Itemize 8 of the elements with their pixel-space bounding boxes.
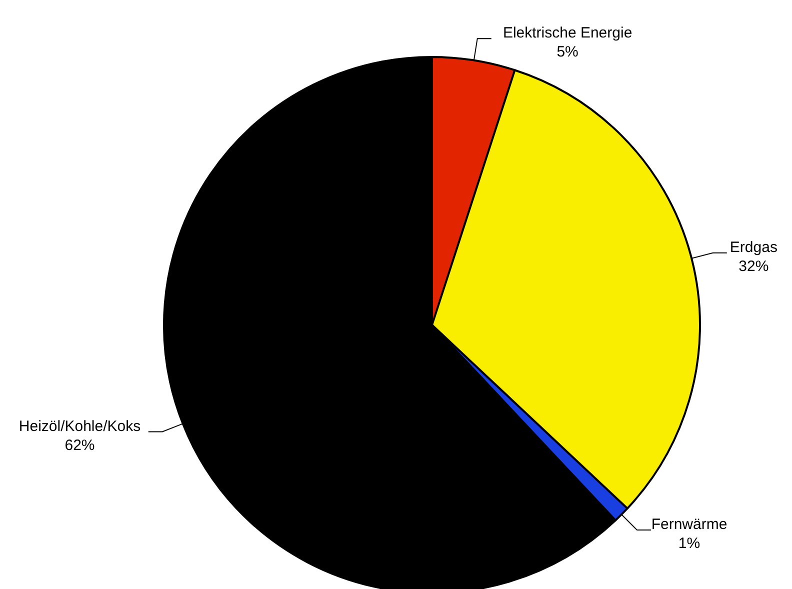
data-label: 62%: [64, 436, 95, 454]
slice-label: Elektrische Energie: [502, 24, 632, 42]
slice-label: Fernwärme: [651, 516, 728, 534]
data-label: 1%: [678, 535, 700, 552]
slice-label: Heizöl/Kohle/Koks: [18, 418, 141, 435]
data-label: 5%: [556, 44, 578, 61]
data-label: 32%: [738, 258, 769, 275]
slice-label: Erdgas: [730, 238, 778, 256]
